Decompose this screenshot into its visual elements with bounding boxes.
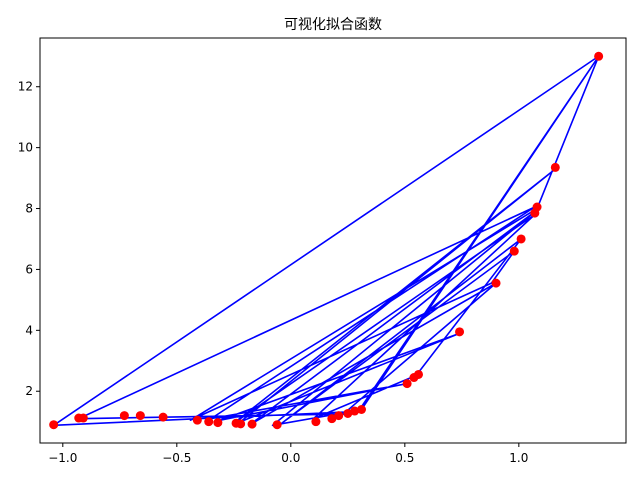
y-axis: 2 4 6 8 10 12 (18, 80, 40, 398)
scatter-point (491, 278, 501, 288)
scatter-point (550, 162, 560, 172)
y-tick-label: 6 (25, 262, 33, 276)
scatter-point (192, 415, 202, 425)
scatter-point (402, 379, 412, 389)
y-tick-label: 4 (25, 323, 33, 337)
x-axis: −1.0 −0.5 0.0 0.5 1.0 (48, 443, 528, 465)
y-tick-label: 8 (25, 202, 33, 216)
scatter-point (204, 417, 214, 427)
scatter-point (213, 418, 223, 428)
scatter-point (158, 412, 168, 422)
scatter-point (343, 408, 353, 418)
scatter-point (78, 413, 88, 423)
scatter-point (414, 369, 424, 379)
scatter-point (247, 419, 257, 429)
x-tick-label: 0.0 (281, 451, 300, 465)
x-tick-label: −1.0 (48, 451, 77, 465)
scatter-point (455, 327, 465, 337)
scatter-point (532, 202, 542, 212)
scatter-point (272, 420, 282, 430)
scatter-point (516, 234, 526, 244)
scatter-point (135, 411, 145, 421)
x-tick-label: 1.0 (509, 451, 528, 465)
chart-title: 可视化拟合函数 (284, 17, 382, 33)
scatter-point (327, 414, 337, 424)
x-tick-label: −0.5 (162, 451, 191, 465)
scatter-point (350, 406, 360, 416)
scatter-point (357, 405, 366, 414)
x-tick-label: 0.5 (395, 451, 414, 465)
scatter-point (334, 411, 344, 421)
plot-area (49, 51, 604, 430)
scatter-point (119, 411, 129, 421)
scatter-point (509, 246, 519, 256)
scatter-point (311, 417, 321, 427)
axes-frame (39, 37, 627, 444)
scatter-point (594, 51, 604, 61)
y-tick-label: 12 (18, 80, 33, 94)
y-tick-label: 2 (25, 384, 33, 398)
y-tick-label: 10 (18, 141, 33, 155)
scatter-point (236, 419, 246, 429)
scatter-point (49, 420, 59, 430)
series-line (53, 55, 600, 427)
